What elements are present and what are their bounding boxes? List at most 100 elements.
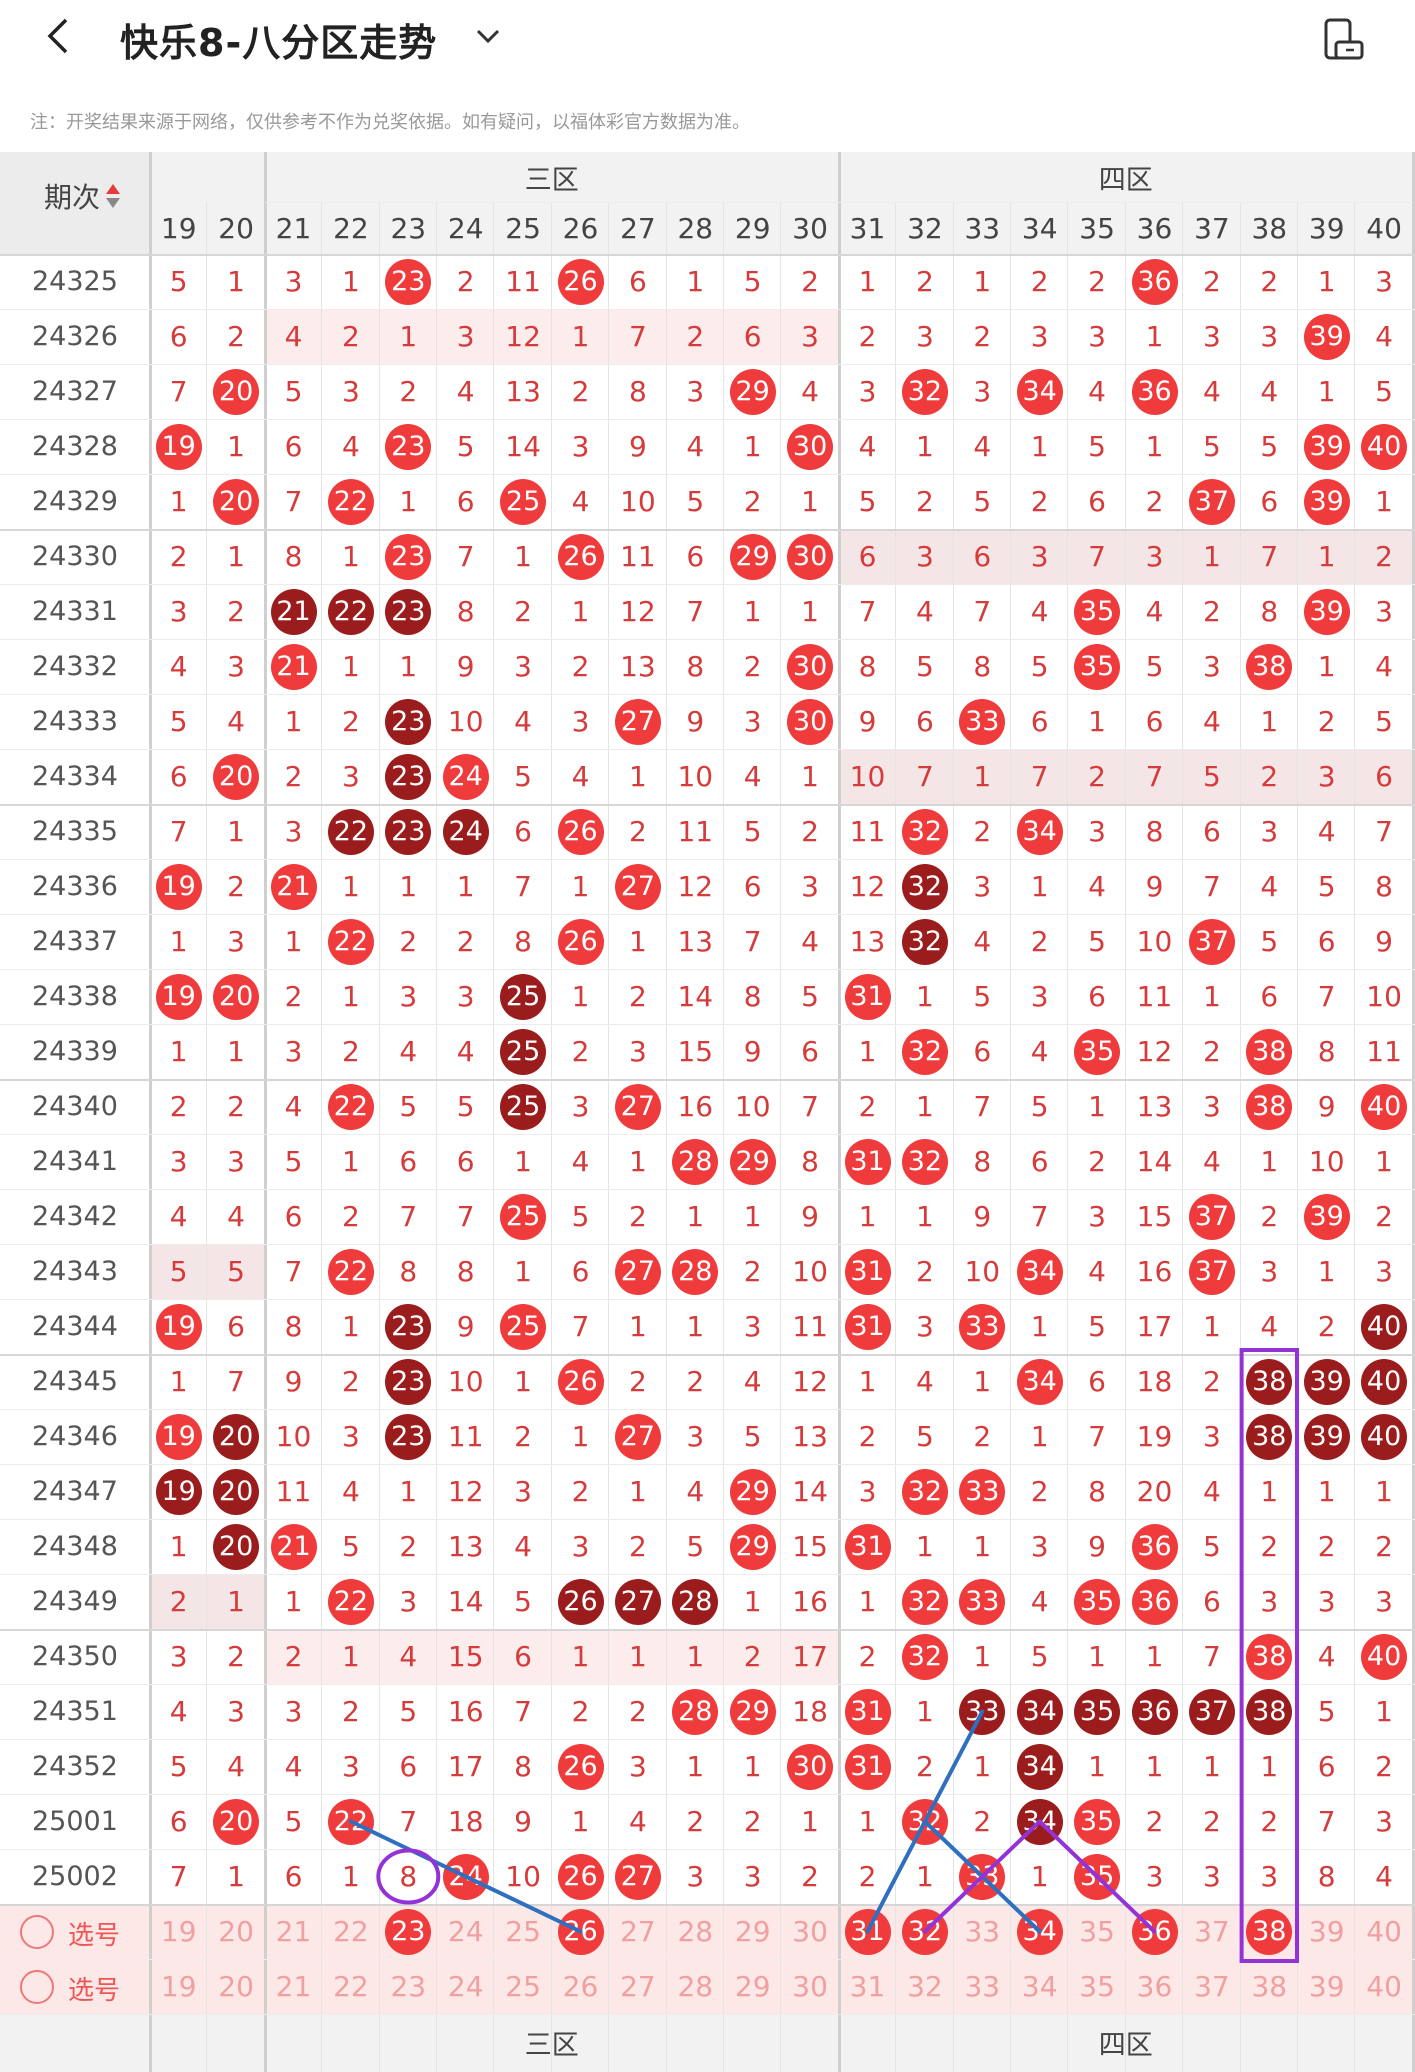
selectable-number[interactable]: 19 (160, 1915, 197, 1948)
omission-count: 1 (399, 650, 418, 683)
winning-number-ball: 34 (1016, 808, 1063, 855)
selectable-number[interactable]: 37 (1194, 1970, 1230, 2003)
omission-count: 4 (341, 430, 360, 463)
omission-count: 6 (284, 430, 303, 463)
selected-number-ball[interactable]: 26 (557, 1908, 604, 1955)
selectable-number[interactable]: 31 (849, 1970, 886, 2003)
selectable-number[interactable]: 39 (1308, 1970, 1345, 2003)
winning-number-ball: 30 (787, 533, 834, 580)
omission-count: 4 (571, 1145, 590, 1178)
issue-header[interactable]: 期次 (44, 176, 122, 216)
chevron-down-icon[interactable] (472, 22, 504, 50)
omission-count: 5 (743, 1420, 762, 1453)
selectable-number[interactable]: 24 (447, 1915, 484, 1948)
omission-count: 1 (227, 430, 245, 463)
selectable-number[interactable]: 28 (677, 1915, 714, 1948)
omission-count: 3 (1202, 320, 1221, 353)
selectable-number[interactable]: 20 (218, 1915, 254, 1948)
selectable-number[interactable]: 39 (1308, 1915, 1345, 1948)
omission-count: 1 (686, 265, 705, 298)
selected-number-ball[interactable]: 38 (1246, 1908, 1293, 1955)
omission-count: 1 (1145, 320, 1164, 353)
omission-count: 5 (1202, 430, 1221, 463)
selectable-number[interactable]: 28 (677, 1970, 714, 2003)
chevron-left-icon[interactable] (40, 16, 80, 56)
footer-header-bg (0, 2014, 1415, 2072)
omission-count: 1 (571, 595, 590, 628)
selectable-number[interactable]: 37 (1194, 1915, 1230, 1948)
omission-count: 1 (686, 1640, 705, 1673)
selectable-number[interactable]: 30 (792, 1915, 828, 1948)
omission-count: 2 (686, 1805, 705, 1838)
winning-number-ball: 40 (1361, 1413, 1408, 1460)
selectable-number[interactable]: 36 (1136, 1970, 1173, 2003)
selectable-number[interactable]: 35 (1079, 1970, 1115, 2003)
selectable-number[interactable]: 38 (1251, 1970, 1288, 2003)
omission-count: 15 (677, 1035, 714, 1068)
winning-number-ball: 22 (327, 918, 374, 965)
omission-count: 1 (1317, 1475, 1336, 1508)
winning-number-ball: 31 (844, 973, 891, 1020)
select-radio[interactable] (20, 1969, 54, 2004)
selectable-number[interactable]: 26 (562, 1970, 599, 2003)
omission-count: 4 (571, 760, 590, 793)
selectable-number[interactable]: 33 (964, 1970, 1001, 2003)
omission-count: 6 (456, 1145, 475, 1178)
omission-count: 2 (1260, 1805, 1279, 1838)
selectable-number[interactable]: 32 (907, 1970, 943, 2003)
omission-count: 1 (1088, 1090, 1106, 1123)
selectable-number[interactable]: 40 (1366, 1970, 1402, 2003)
omission-count: 14 (1136, 1145, 1173, 1178)
selectable-number[interactable]: 35 (1079, 1915, 1115, 1948)
selectable-number[interactable]: 25 (505, 1915, 541, 1948)
selectable-number[interactable]: 34 (1021, 1970, 1058, 2003)
omission-count: 3 (1375, 1585, 1393, 1618)
grid-line-h (0, 1904, 1415, 1906)
omission-count: 7 (973, 595, 992, 628)
omission-count: 13 (1136, 1090, 1173, 1123)
omission-count: 2 (1375, 1200, 1393, 1233)
winning-number-ball: 22 (327, 1248, 374, 1295)
selectable-number[interactable]: 33 (964, 1915, 1001, 1948)
selectable-number[interactable]: 24 (447, 1970, 484, 2003)
selectable-number[interactable]: 22 (333, 1915, 369, 1948)
omission-count: 2 (169, 1090, 188, 1123)
omission-count: 8 (801, 1145, 819, 1178)
winning-number-ball: 20 (213, 368, 260, 415)
selectable-number[interactable]: 40 (1366, 1915, 1402, 1948)
selectable-number[interactable]: 19 (160, 1970, 197, 2003)
omission-count: 5 (399, 1090, 418, 1123)
omission-count: 8 (686, 650, 705, 683)
selectable-number[interactable]: 20 (218, 1970, 254, 2003)
selectable-number[interactable]: 23 (390, 1970, 427, 2003)
omission-count: 1 (686, 1310, 705, 1343)
zone-footer: 四区 (1098, 2029, 1153, 2061)
selectable-number[interactable]: 29 (734, 1970, 771, 2003)
selectable-number[interactable]: 30 (792, 1970, 828, 2003)
select-radio[interactable] (20, 1914, 54, 1949)
omission-count: 2 (456, 265, 475, 298)
issue-number: 24348 (32, 1531, 118, 1562)
selectable-number[interactable]: 22 (333, 1970, 369, 2003)
sort-icon[interactable] (104, 181, 122, 211)
winning-number-ball: 38 (1246, 1358, 1293, 1405)
screen-rotate-icon[interactable] (1320, 18, 1366, 62)
selectable-number[interactable]: 21 (275, 1970, 312, 2003)
selectable-number[interactable]: 27 (620, 1970, 656, 2003)
omission-count: 1 (1145, 1640, 1164, 1673)
column-header: 39 (1308, 211, 1345, 245)
omission-count: 7 (1202, 1640, 1221, 1673)
selectable-number[interactable]: 21 (275, 1915, 312, 1948)
selectable-number[interactable]: 27 (620, 1915, 656, 1948)
winning-number-ball: 37 (1188, 1248, 1235, 1295)
selectable-number[interactable]: 25 (505, 1970, 541, 2003)
selected-number-ball[interactable]: 23 (385, 1908, 432, 1955)
omission-count: 7 (456, 540, 475, 573)
grid-line-h (0, 529, 1415, 531)
omission-count: 5 (801, 980, 819, 1013)
winning-number-ball: 19 (155, 1468, 202, 1515)
issue-number: 24341 (32, 1146, 118, 1177)
selectable-number[interactable]: 29 (734, 1915, 771, 1948)
omission-count: 4 (169, 1695, 188, 1728)
omission-count: 6 (456, 485, 475, 518)
